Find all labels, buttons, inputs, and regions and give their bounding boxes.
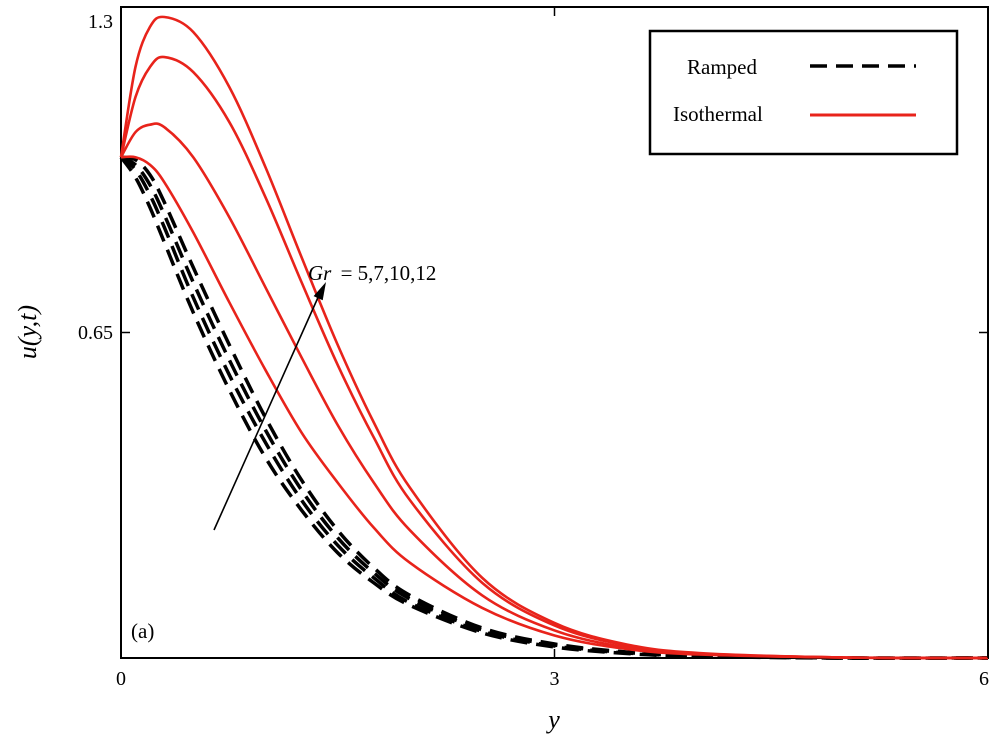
series-line-ramped-gr-7 — [119, 155, 989, 660]
panel-label: (a) — [131, 619, 154, 643]
x-tick-label-3: 3 — [550, 668, 560, 690]
legend-label-isothermal: Isothermal — [673, 102, 763, 126]
gr-arrow-head — [313, 282, 326, 301]
x-axis-title: y — [545, 705, 560, 734]
gr-annotation-var: Gr — [308, 261, 332, 285]
legend-box — [648, 29, 959, 156]
y-axis-title: u(y,t) — [13, 305, 42, 359]
y-tick-label-1.3: 1.3 — [88, 11, 113, 33]
series-line-ramped-gr-10 — [120, 155, 989, 660]
series-line-ramped-gr-5 — [119, 156, 989, 660]
legend: Ramped Isothermal — [648, 29, 959, 156]
series-layer — [119, 15, 989, 660]
series-line-isothermal-gr-12 — [119, 15, 989, 660]
series-line-ramped-gr-12 — [120, 155, 989, 660]
gr-annotation-values: = 5,7,10,12 — [341, 261, 437, 285]
x-tick-label-6: 6 — [979, 668, 989, 690]
gr-annotation: Gr = 5,7,10,12 — [308, 261, 436, 285]
series-line-isothermal-gr-5 — [120, 155, 989, 660]
legend-label-ramped: Ramped — [687, 55, 757, 79]
x-tick-label-0: 0 — [116, 668, 126, 690]
tick-layer — [120, 6, 989, 658]
y-tick-label-0.65: 0.65 — [78, 322, 113, 344]
gr-arrow-line — [213, 292, 321, 531]
